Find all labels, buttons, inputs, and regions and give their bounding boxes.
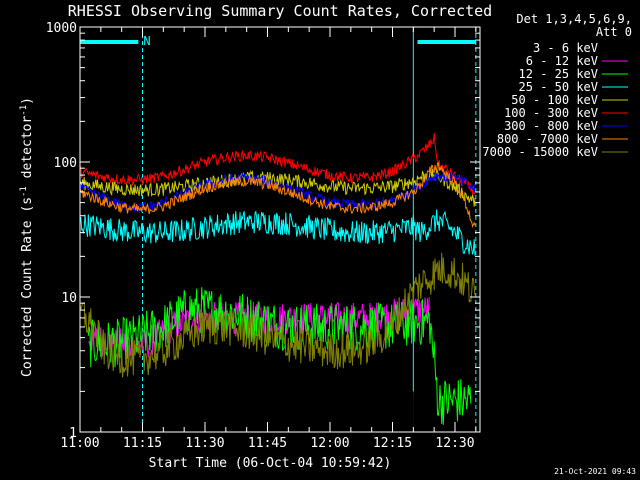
y-tick-label-3: 1000 — [46, 21, 77, 36]
night-marker-label: N — [143, 34, 150, 48]
legend-label-7: 800 - 7000 keV — [497, 132, 598, 146]
legend-header-attenuator: Att 0 — [596, 25, 632, 39]
legend-label-6: 300 - 800 keV — [504, 119, 598, 133]
y-tick-label-2: 100 — [54, 156, 77, 171]
x-axis-label: Start Time (06-Oct-04 10:59:42) — [149, 456, 392, 471]
series-line-7 — [79, 162, 476, 229]
legend-label-2: 12 - 25 keV — [519, 67, 598, 81]
series-line-3 — [79, 209, 476, 256]
burst-1 — [383, 391, 418, 432]
legend-label-5: 100 - 300 keV — [504, 106, 598, 120]
series-line-8 — [79, 252, 476, 378]
plot-frame — [79, 26, 481, 433]
legend-label-1: 6 - 12 keV — [526, 54, 598, 68]
axis-ticks: 1 10 100 1000 11:00 11:15 11:30 11:45 12:00 12:15… — [46, 21, 480, 451]
series-line-5 — [79, 132, 476, 195]
legend-header-detectors: Det 1,3,4,5,6,9, — [516, 12, 632, 26]
burst-0 — [196, 391, 239, 432]
chart-title: RHESSI Observing Summary Count Rates, Co… — [68, 2, 492, 20]
timestamp: 21-Oct-2021 09:43 — [554, 467, 636, 476]
y-axis-label-sup1: -1 — [19, 186, 29, 197]
x-tick-label-3: 11:45 — [248, 436, 287, 451]
y-axis-label-main: Corrected Count Rate (s — [20, 197, 35, 377]
x-tick-label-2: 11:30 — [185, 436, 224, 451]
series-line-4 — [79, 167, 476, 207]
legend-label-3: 25 - 50 keV — [519, 80, 598, 94]
y-tick-label-0: 1 — [69, 426, 77, 441]
x-tick-label-1: 11:15 — [123, 436, 162, 451]
legend-label-8: 7000 - 15000 keV — [482, 145, 598, 159]
y-axis-label-mid: detector — [20, 116, 35, 187]
y-axis-label-sup2: -1 — [19, 105, 29, 116]
x-tick-label-6: 12:30 — [435, 436, 474, 451]
legend-label-0: 3 - 6 keV — [533, 41, 598, 55]
y-axis-label: Corrected Count Rate (s-1 detector-1) — [19, 97, 35, 377]
x-tick-label-4: 12:00 — [310, 436, 349, 451]
y-axis-label-end: ) — [20, 97, 35, 105]
legend-label-4: 50 - 100 keV — [511, 93, 598, 107]
x-tick-label-5: 12:15 — [373, 436, 412, 451]
x-tick-label-0: 11:00 — [60, 436, 99, 451]
y-tick-label-1: 10 — [61, 291, 77, 306]
